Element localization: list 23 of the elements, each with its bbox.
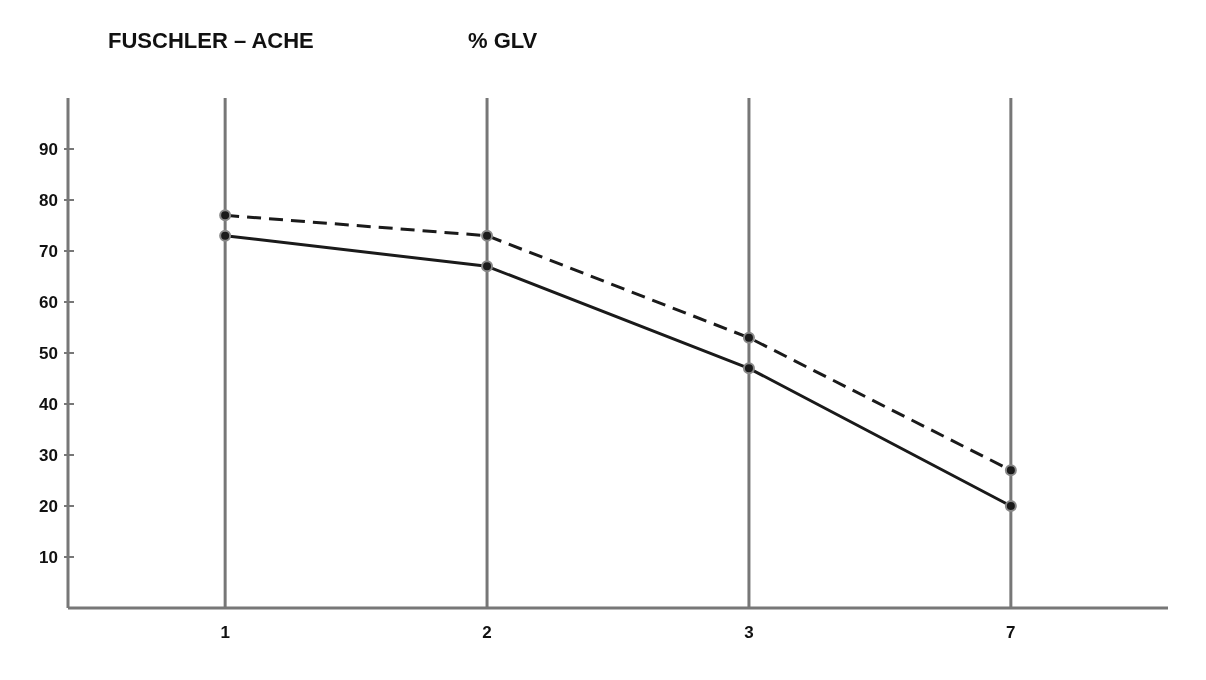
chart-title: FUSCHLER – ACHE [108, 28, 314, 53]
x-tick-label: 3 [744, 623, 754, 642]
point [219, 209, 232, 222]
y-tick-label: 60 [39, 292, 58, 312]
point [742, 331, 755, 344]
y-tick-label: 90 [39, 139, 58, 159]
y-tick-label: 30 [39, 445, 58, 465]
x-tick-label: 2 [482, 623, 492, 642]
y-axis-title: % GLV [468, 28, 538, 53]
point [742, 362, 755, 375]
point [1004, 500, 1017, 512]
y-tick-label: 20 [39, 496, 58, 516]
y-tick-label: 80 [39, 190, 58, 210]
point [1004, 464, 1017, 477]
y-tick-label: 10 [39, 547, 58, 567]
y-tick-label: 70 [39, 241, 58, 261]
point [219, 229, 232, 242]
y-tick-label: 50 [39, 343, 58, 363]
x-tick-label: 1 [220, 623, 230, 642]
x-tick-label: 7 [1006, 623, 1016, 642]
y-tick-label: 40 [39, 394, 58, 414]
point [481, 229, 494, 242]
point [481, 260, 494, 273]
